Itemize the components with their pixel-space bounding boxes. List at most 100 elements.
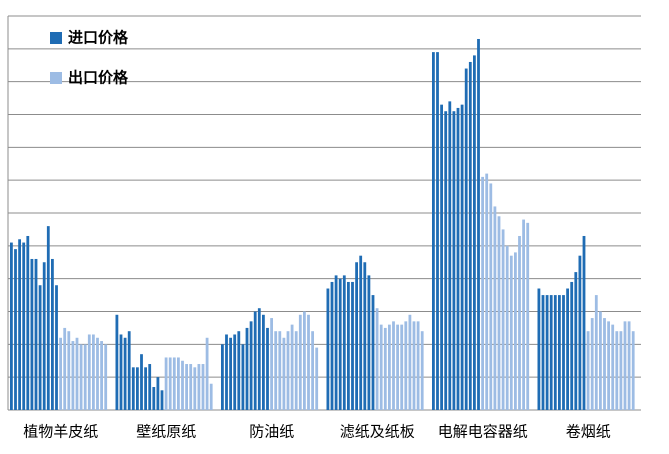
bar: [526, 222, 530, 410]
bar: [464, 68, 468, 411]
x-tick-label: 防油纸: [249, 423, 294, 441]
bar: [509, 255, 513, 410]
bar: [144, 367, 147, 410]
bar: [615, 331, 619, 410]
bar: [607, 321, 610, 410]
bar: [603, 318, 606, 410]
bar: [303, 311, 306, 410]
bar: [497, 216, 501, 410]
bar: [627, 321, 631, 410]
bar: [229, 337, 232, 410]
bar: [334, 275, 338, 410]
bar: [233, 334, 237, 410]
bar: [452, 111, 456, 410]
bar: [473, 55, 476, 411]
bar: [71, 341, 75, 410]
bar: [493, 206, 497, 410]
bar: [294, 331, 298, 410]
x-tick-label: 植物羊皮纸: [23, 423, 98, 441]
bar: [10, 242, 13, 410]
bar: [30, 258, 34, 410]
bar: [444, 111, 448, 410]
bar: [396, 324, 399, 410]
bar: [278, 331, 282, 410]
bar: [119, 334, 123, 410]
bar: [46, 226, 50, 410]
bar: [185, 364, 188, 410]
bar: [408, 314, 412, 410]
bar: [14, 249, 17, 410]
bar: [562, 295, 565, 410]
bar: [518, 235, 521, 410]
bar: [315, 347, 319, 410]
bar: [160, 390, 164, 410]
bar: [18, 239, 21, 410]
bar: [201, 364, 205, 410]
bar: [594, 295, 598, 410]
bar: [164, 357, 168, 410]
x-tick-label: 卷烟纸: [566, 423, 611, 441]
bar: [241, 344, 245, 410]
bar: [92, 334, 95, 410]
bar: [42, 262, 46, 410]
x-tick-label: 滤纸及纸板: [340, 423, 415, 441]
bar: [549, 295, 553, 410]
bar: [127, 331, 131, 410]
bar: [599, 311, 602, 410]
bar: [290, 324, 294, 410]
bar: [245, 327, 249, 410]
bar: [460, 104, 464, 411]
bar: [249, 321, 253, 410]
bar: [237, 331, 241, 410]
bar: [148, 364, 152, 410]
bar: [383, 327, 387, 410]
bar: [96, 337, 99, 410]
bar: [205, 337, 209, 410]
bar: [574, 272, 578, 410]
bar: [131, 367, 135, 410]
bar: [412, 321, 416, 410]
bar: [156, 377, 160, 410]
bar: [541, 295, 545, 410]
bar: [347, 281, 350, 410]
bar: [388, 324, 391, 410]
bar: [456, 107, 460, 410]
legend-swatch: [50, 32, 62, 44]
bar: [392, 321, 395, 410]
bar: [578, 255, 582, 410]
bar: [79, 344, 83, 410]
bar: [286, 331, 290, 410]
bar: [404, 321, 408, 410]
bar: [172, 357, 176, 410]
bar: [481, 176, 484, 410]
bar: [311, 331, 314, 410]
bar: [22, 242, 26, 410]
legend-label: 出口价格: [68, 69, 129, 87]
bar: [363, 262, 367, 410]
bar: [367, 275, 371, 410]
bar: [189, 364, 193, 410]
bar: [253, 311, 257, 410]
bar: [400, 324, 404, 410]
bar: [274, 331, 278, 410]
bar: [545, 295, 549, 410]
bar: [225, 334, 228, 410]
bar: [416, 321, 420, 410]
bar: [67, 331, 71, 410]
bar: [51, 258, 54, 410]
bar: [326, 288, 330, 410]
bar: [123, 337, 127, 410]
bar: [355, 262, 358, 410]
bar: [75, 337, 79, 410]
bar: [221, 344, 224, 410]
bar: [83, 344, 87, 410]
bar: [477, 38, 480, 410]
bar: [209, 383, 213, 410]
bar: [440, 104, 443, 411]
bar: [432, 52, 435, 410]
bar: [623, 321, 627, 410]
x-tick-label: 壁纸原纸: [136, 423, 196, 441]
bar: [375, 308, 379, 410]
bar: [522, 219, 525, 410]
bar: [586, 331, 590, 410]
